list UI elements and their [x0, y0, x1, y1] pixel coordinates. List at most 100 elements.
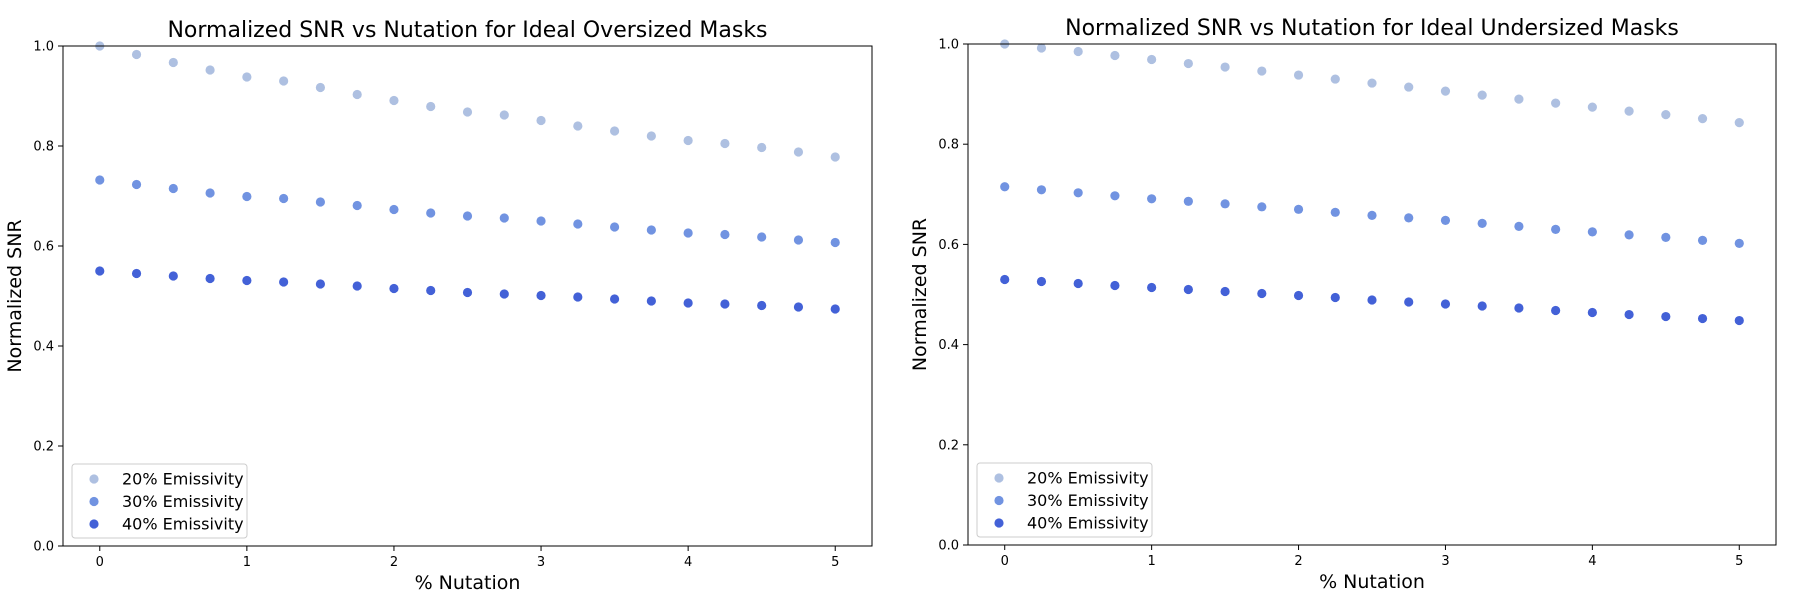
- data-point: [168, 183, 178, 194]
- data-point: [1000, 274, 1010, 285]
- series-1: [95, 41, 840, 162]
- data-point: [1440, 215, 1451, 225]
- data-point: [1624, 230, 1634, 240]
- data-point: [573, 219, 583, 229]
- data-point: [1293, 70, 1304, 80]
- undersized-masks-chart: Normalized SNR vs Nutation for Ideal Und…: [909, 16, 1777, 593]
- data-point: [1734, 238, 1744, 248]
- data-point: [573, 292, 583, 302]
- data-point: [1073, 46, 1083, 57]
- data-point: [720, 138, 730, 149]
- data-point: [1110, 191, 1120, 201]
- data-point: [95, 175, 105, 185]
- legend-label: 30% Emissivity: [122, 492, 244, 511]
- data-point: [1551, 224, 1561, 234]
- data-point: [720, 299, 730, 309]
- data-point: [352, 200, 362, 211]
- legend-label: 40% Emissivity: [1027, 514, 1149, 533]
- data-point: [1293, 290, 1304, 301]
- x-tick-label: 0: [1001, 554, 1009, 569]
- data-point: [1734, 315, 1744, 326]
- x-axis-label: % Nutation: [1319, 571, 1425, 593]
- series-1: [1000, 39, 1744, 128]
- data-point: [1367, 78, 1377, 88]
- data-point: [389, 204, 399, 215]
- x-tick-label: 4: [1588, 554, 1596, 569]
- x-tick-label: 2: [1294, 554, 1302, 569]
- data-point: [315, 279, 326, 289]
- data-point: [1551, 305, 1561, 316]
- data-point: [683, 228, 693, 238]
- data-point: [1587, 227, 1597, 237]
- data-point: [1587, 307, 1597, 318]
- data-point: [1697, 313, 1708, 324]
- data-point: [1183, 196, 1193, 206]
- data-point: [1514, 303, 1524, 313]
- data-point: [1330, 207, 1340, 217]
- data-point: [1477, 301, 1487, 311]
- y-tick-label: 0.0: [33, 540, 54, 555]
- data-point: [205, 188, 215, 198]
- data-point: [131, 49, 142, 60]
- legend: 20% Emissivity 30% Emissivity 40% Emissivi…: [71, 463, 248, 539]
- data-point: [499, 213, 509, 223]
- series-3: [1000, 274, 1744, 326]
- data-point: [279, 76, 289, 86]
- x-tick-label: 2: [390, 555, 398, 570]
- data-point: [352, 89, 362, 100]
- data-point: [462, 211, 473, 221]
- x-tick-label: 1: [243, 555, 251, 570]
- legend-label: 20% Emissivity: [122, 470, 244, 489]
- data-point: [609, 222, 620, 232]
- data-point: [315, 197, 326, 207]
- data-point: [1330, 292, 1340, 303]
- y-tick-label: 0.4: [938, 338, 959, 353]
- x-tick-label: 0: [96, 555, 104, 570]
- data-point: [426, 101, 436, 112]
- legend-marker: [89, 474, 99, 484]
- data-point: [462, 107, 473, 117]
- data-point: [1220, 62, 1230, 72]
- data-point: [646, 131, 656, 141]
- data-point: [1697, 114, 1708, 124]
- series-2: [1000, 182, 1744, 248]
- legend-frame: [976, 462, 1153, 538]
- data-point: [352, 281, 362, 291]
- y-tick-label: 0.4: [33, 340, 54, 355]
- data-point: [1220, 286, 1230, 297]
- data-point: [499, 289, 509, 299]
- data-point: [1404, 297, 1414, 307]
- x-tick-label: 5: [1735, 554, 1743, 569]
- legend: 20% Emissivity 30% Emissivity 40% Emissivi…: [976, 462, 1153, 538]
- data-point: [793, 147, 804, 157]
- data-point: [609, 126, 620, 136]
- data-point: [1404, 213, 1414, 223]
- data-point: [1477, 218, 1487, 228]
- legend-label: 40% Emissivity: [122, 515, 244, 534]
- data-point: [830, 152, 840, 162]
- plot-frame: [62, 45, 873, 547]
- legend-label: 30% Emissivity: [1027, 491, 1149, 510]
- data-point: [1587, 102, 1597, 112]
- data-point: [720, 229, 730, 240]
- data-point: [1073, 188, 1083, 198]
- data-point: [536, 290, 546, 301]
- data-point: [1147, 194, 1157, 204]
- data-point: [1000, 182, 1010, 192]
- x-tick-label: 3: [1441, 554, 1449, 569]
- data-point: [1514, 221, 1524, 231]
- data-point: [683, 298, 693, 308]
- y-axis-label: Normalized SNR: [909, 218, 931, 371]
- data-point: [1257, 202, 1267, 212]
- x-tick-label: 5: [831, 555, 839, 570]
- data-point: [168, 271, 178, 281]
- series-2: [95, 175, 840, 248]
- x-tick-label: 1: [1147, 554, 1155, 569]
- data-point: [315, 82, 326, 93]
- y-tick-label: 1.0: [938, 38, 959, 53]
- y-tick-label: 0.2: [938, 438, 959, 453]
- data-point: [1551, 98, 1561, 108]
- data-point: [426, 285, 436, 296]
- data-point: [646, 225, 656, 235]
- series-3: [95, 266, 840, 314]
